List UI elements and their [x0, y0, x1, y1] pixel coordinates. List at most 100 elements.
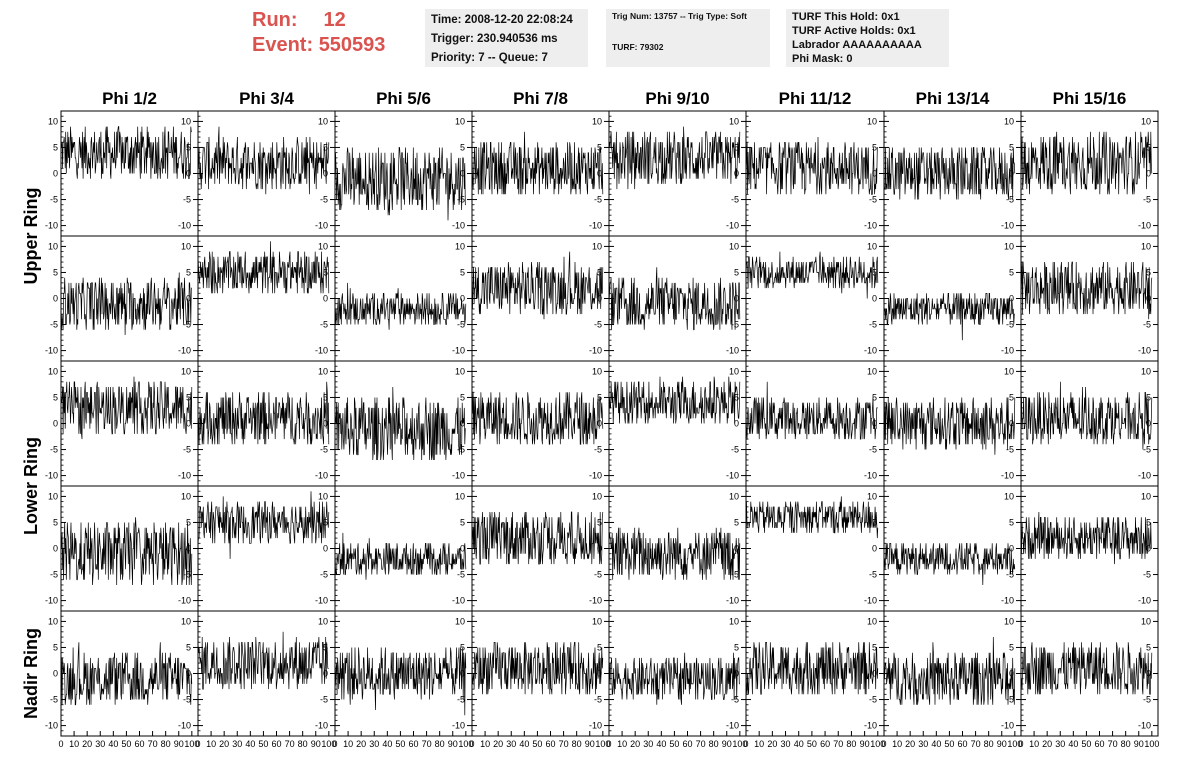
- waveform-trace: [334, 147, 466, 221]
- y-tick-label: 10: [48, 616, 58, 626]
- y-tick-label: -10: [864, 346, 877, 356]
- x-tick-label: 0: [606, 739, 611, 749]
- waveform-trace: [1020, 511, 1152, 565]
- y-tick-label: -5: [457, 195, 465, 205]
- y-tick-label: -10: [726, 221, 739, 231]
- x-tick-label: 30: [369, 739, 379, 749]
- y-tick-label: 5: [1009, 517, 1014, 527]
- y-tick-label: 0: [460, 419, 465, 429]
- y-tick-label: -10: [1138, 471, 1151, 481]
- y-tick-label: 10: [1141, 366, 1151, 376]
- y-tick-label: 0: [186, 294, 191, 304]
- y-tick-label: 5: [323, 267, 328, 277]
- y-tick-label: 0: [1146, 544, 1151, 554]
- y-tick-label: -10: [178, 596, 191, 606]
- event-label: Event:: [252, 34, 314, 56]
- y-tick-label: 0: [460, 169, 465, 179]
- y-tick-label: 0: [872, 294, 877, 304]
- y-tick-label: -10: [589, 346, 602, 356]
- x-tick-label: 70: [148, 739, 158, 749]
- x-tick-label: 20: [630, 739, 640, 749]
- y-tick-label: -10: [315, 721, 328, 731]
- y-tick-label: -10: [589, 721, 602, 731]
- y-tick-label: 5: [186, 392, 191, 402]
- y-tick-label: 5: [872, 142, 877, 152]
- x-tick-label: 10: [206, 739, 216, 749]
- y-tick-label: 0: [872, 669, 877, 679]
- y-tick-label: 5: [1009, 267, 1014, 277]
- y-tick-label: 10: [1141, 616, 1151, 626]
- y-tick-label: 5: [53, 267, 58, 277]
- x-tick-label: 40: [794, 739, 804, 749]
- turf-hold-text: TURF This Hold: 0x1: [792, 11, 900, 23]
- y-tick-label: 10: [592, 616, 602, 626]
- x-tick-label: 60: [957, 739, 967, 749]
- x-tick-label: 90: [585, 739, 595, 749]
- y-tick-label: 0: [186, 419, 191, 429]
- waveform-trace: [471, 251, 604, 320]
- y-tick-label: -5: [183, 195, 191, 205]
- x-tick-label: 90: [174, 739, 184, 749]
- y-tick-label: -10: [589, 471, 602, 481]
- y-tick-label: 5: [323, 392, 328, 402]
- y-tick-label: 0: [597, 294, 602, 304]
- y-tick-label: 0: [734, 419, 739, 429]
- x-tick-label: 40: [245, 739, 255, 749]
- y-tick-label: -10: [45, 471, 58, 481]
- x-tick-label: 70: [559, 739, 569, 749]
- waveform-trace: [471, 641, 604, 695]
- y-tick-label: 5: [1146, 142, 1151, 152]
- x-tick-label: 10: [754, 739, 764, 749]
- x-tick-label: 80: [1121, 739, 1131, 749]
- y-tick-label: -5: [457, 320, 465, 330]
- y-tick-label: -5: [869, 695, 877, 705]
- waveform-trace: [608, 652, 740, 705]
- time-text: Time: 2008-12-20 22:08:24: [431, 14, 573, 26]
- y-tick-label: -10: [1001, 221, 1014, 231]
- waveform-trace: [335, 282, 467, 330]
- y-tick-label: -10: [1001, 721, 1014, 731]
- x-tick-label: 0: [195, 739, 200, 749]
- y-tick-label: 0: [53, 169, 58, 179]
- y-tick-label: 10: [1141, 491, 1151, 501]
- y-tick-label: 10: [1004, 116, 1014, 126]
- y-tick-label: 0: [323, 544, 328, 554]
- y-tick-label: 10: [867, 241, 877, 251]
- y-tick-label: 0: [1009, 419, 1014, 429]
- y-tick-label: -5: [1006, 195, 1014, 205]
- y-tick-label: -5: [1006, 695, 1014, 705]
- y-tick-label: 5: [1009, 142, 1014, 152]
- y-tick-label: -5: [594, 195, 602, 205]
- waveform-trace: [197, 491, 330, 559]
- waveform-trace: [198, 381, 330, 445]
- column-title: Phi 5/6: [376, 89, 431, 108]
- y-tick-label: 5: [53, 642, 58, 652]
- waveform-trace: [61, 376, 193, 440]
- waveform-trace: [745, 136, 878, 195]
- y-tick-label: 5: [323, 142, 328, 152]
- x-tick-label: 80: [984, 739, 994, 749]
- y-tick-label: 10: [181, 366, 191, 376]
- y-tick-label: 5: [460, 642, 465, 652]
- y-tick-label: -5: [183, 695, 191, 705]
- y-tick-label: -10: [864, 596, 877, 606]
- x-tick-label: 50: [944, 739, 954, 749]
- y-tick-label: 0: [1009, 669, 1014, 679]
- x-tick-label: 0: [743, 739, 748, 749]
- y-tick-label: 5: [1146, 392, 1151, 402]
- x-tick-label: 10: [343, 739, 353, 749]
- y-tick-label: -10: [726, 721, 739, 731]
- x-tick-label: 60: [271, 739, 281, 749]
- panel-frame: [197, 235, 336, 362]
- y-tick-label: 0: [1009, 169, 1014, 179]
- turf-info-box: TURF This Hold: 0x1 TURF Active Holds: 0…: [786, 9, 949, 67]
- y-tick-label: -5: [183, 570, 191, 580]
- y-tick-label: -5: [320, 195, 328, 205]
- x-tick-label: 20: [1042, 739, 1052, 749]
- y-tick-label: -5: [1006, 570, 1014, 580]
- y-tick-label: -10: [1001, 346, 1014, 356]
- x-tick-label: 30: [781, 739, 791, 749]
- y-tick-label: -5: [50, 445, 58, 455]
- y-tick-label: -5: [183, 445, 191, 455]
- y-tick-label: -5: [183, 320, 191, 330]
